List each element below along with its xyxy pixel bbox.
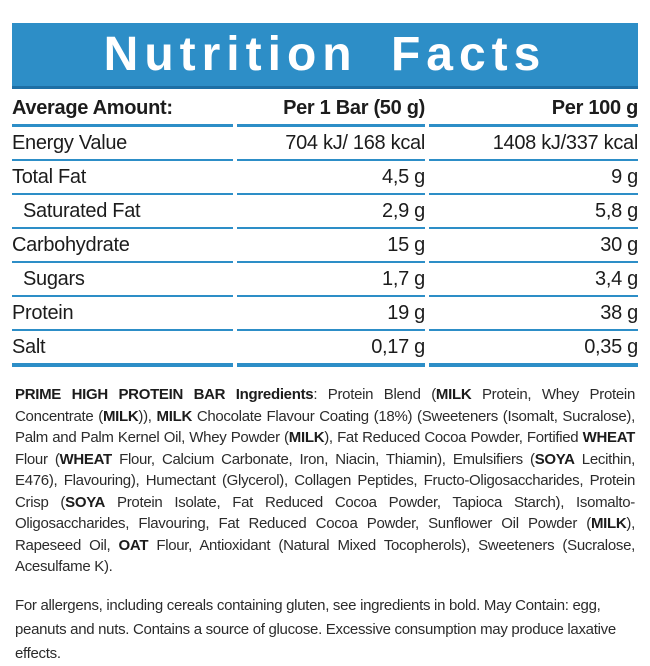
nutrition-table-rows: Energy Value 704 kJ/ 168 kcal 1408 kJ/33…: [12, 127, 638, 367]
row-per-100g: 0,35 g: [429, 331, 638, 367]
table-row: Sugars 1,7 g 3,4 g: [12, 263, 638, 297]
row-per-100g: 3,4 g: [429, 263, 638, 297]
page-title: Nutrition Facts: [103, 28, 547, 81]
table-row: Carbohydrate 15 g 30 g: [12, 229, 638, 263]
column-header-per-bar: Per 1 Bar (50 g): [237, 89, 425, 127]
row-label: Saturated Fat: [12, 195, 233, 229]
row-per-100g: 30 g: [429, 229, 638, 263]
row-per-bar: 2,9 g: [237, 195, 425, 229]
row-per-bar: 1,7 g: [237, 263, 425, 297]
allergen-notice: For allergens, including cereals contain…: [15, 596, 616, 662]
table-row: Total Fat 4,5 g 9 g: [12, 161, 638, 195]
row-label: Energy Value: [12, 127, 233, 161]
header-bar: Nutrition Facts: [12, 23, 638, 89]
row-per-bar: 19 g: [237, 297, 425, 331]
ingredients-text: PRIME HIGH PROTEIN BAR Ingredients: Prot…: [15, 386, 635, 575]
row-per-bar: 704 kJ/ 168 kcal: [237, 127, 425, 161]
row-label: Total Fat: [12, 161, 233, 195]
row-label: Salt: [12, 331, 233, 367]
row-label: Sugars: [12, 263, 233, 297]
table-row: Protein 19 g 38 g: [12, 297, 638, 331]
table-row: Saturated Fat 2,9 g 5,8 g: [12, 195, 638, 229]
row-per-bar: 15 g: [237, 229, 425, 263]
row-label: Carbohydrate: [12, 229, 233, 263]
row-per-100g: 5,8 g: [429, 195, 638, 229]
column-header-average-amount: Average Amount:: [12, 89, 233, 127]
row-per-100g: 38 g: [429, 297, 638, 331]
row-per-100g: 9 g: [429, 161, 638, 195]
table-row: Salt 0,17 g 0,35 g: [12, 331, 638, 367]
column-header-per-100g: Per 100 g: [429, 89, 638, 127]
table-row: Energy Value 704 kJ/ 168 kcal 1408 kJ/33…: [12, 127, 638, 161]
row-per-100g: 1408 kJ/337 kcal: [429, 127, 638, 161]
table-header-row: Average Amount: Per 1 Bar (50 g) Per 100…: [12, 89, 638, 127]
nutrition-table: Average Amount: Per 1 Bar (50 g) Per 100…: [12, 89, 638, 367]
row-label: Protein: [12, 297, 233, 331]
row-per-bar: 4,5 g: [237, 161, 425, 195]
row-per-bar: 0,17 g: [237, 331, 425, 367]
